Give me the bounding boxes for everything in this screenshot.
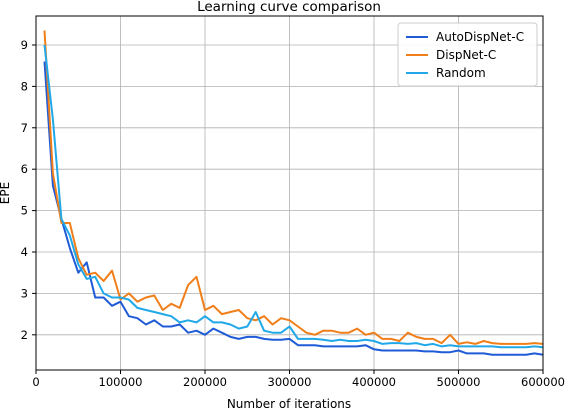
legend-label: AutoDispNet-C	[436, 30, 524, 44]
y-tick-label: 9	[21, 38, 28, 52]
y-axis-label: EPE	[0, 182, 12, 204]
y-tick-label: 6	[21, 162, 28, 176]
y-axis-ticks: 2 3 4 5 6 7 8 9	[21, 38, 36, 342]
x-tick-label: 500000	[437, 375, 481, 389]
x-axis-label: Number of iterations	[227, 397, 351, 411]
y-tick-label: 5	[21, 204, 28, 218]
series-line-2	[43, 44, 544, 349]
legend-box	[397, 22, 538, 87]
y-tick-label: 7	[21, 121, 28, 135]
y-tick-label: 8	[21, 79, 28, 93]
y-tick-label: 3	[21, 286, 28, 300]
x-tick-label: 200000	[183, 375, 227, 389]
x-tick-label: 100000	[99, 375, 143, 389]
x-tick-label: 400000	[352, 375, 396, 389]
x-axis-ticks: 0 100000 200000 300000 400000 500000 600000	[32, 370, 565, 389]
y-tick-label: 4	[21, 245, 28, 259]
y-tick-label: 2	[21, 328, 28, 342]
legend: AutoDispNet-C DispNet-C Random	[397, 22, 538, 87]
x-tick-label: 600000	[521, 375, 565, 389]
series-line-0	[43, 61, 544, 356]
x-tick-label: 0	[32, 375, 39, 389]
legend-label: Random	[436, 66, 486, 80]
chart-title: Learning curve comparison	[197, 0, 381, 15]
x-tick-label: 300000	[268, 375, 312, 389]
legend-label: DispNet-C	[436, 48, 496, 62]
series-lines	[43, 30, 544, 356]
series-line-1	[43, 30, 544, 345]
